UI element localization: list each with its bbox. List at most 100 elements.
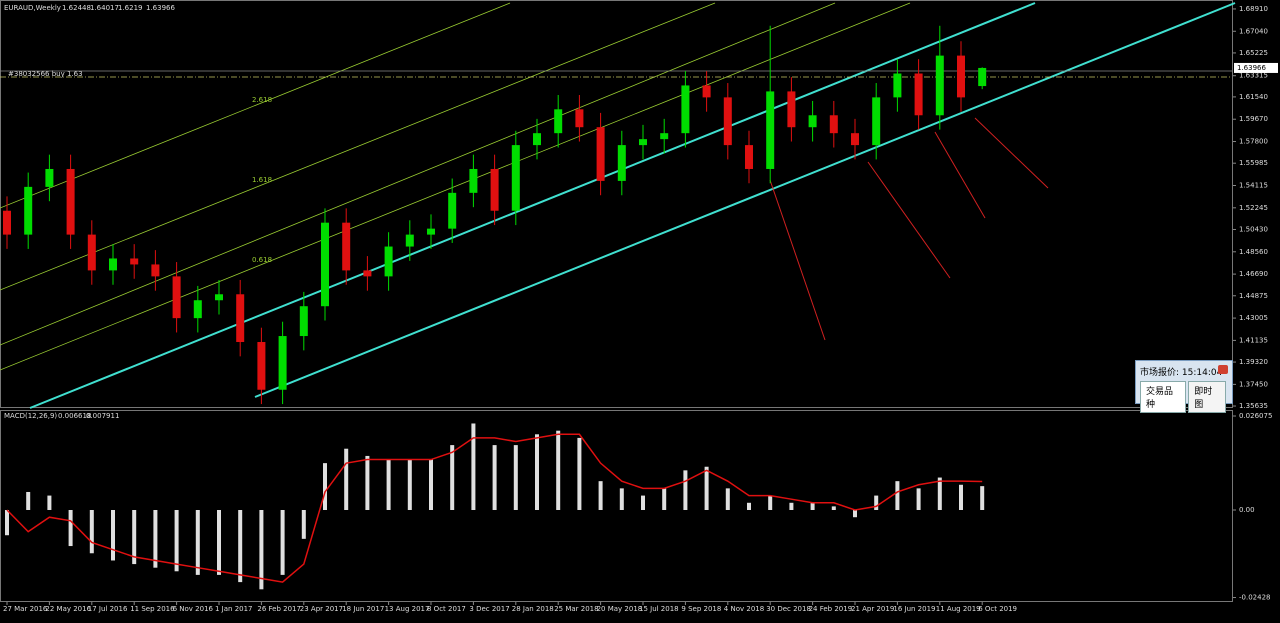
close-button[interactable]	[1218, 365, 1228, 374]
price-panel	[0, 0, 1233, 408]
chart-title: EURAUD,Weekly	[4, 4, 61, 12]
macd-bar	[492, 445, 497, 511]
y-tick-label: 1.44875	[1239, 292, 1268, 300]
candle-body	[193, 300, 202, 319]
macd-bar	[323, 463, 327, 511]
macd-bar	[111, 510, 115, 561]
macd-bar	[259, 510, 264, 590]
candle-body	[24, 186, 33, 235]
candle-body	[617, 145, 626, 181]
x-tick-label: 27 Mar 2016	[3, 605, 48, 613]
candle-body	[596, 127, 605, 181]
y-tick-label: 1.46690	[1239, 270, 1268, 278]
macd-bar	[47, 495, 52, 511]
candle-body	[45, 168, 54, 187]
candle-body	[215, 294, 223, 301]
quote-window: 市场报价: 15:14:04 交易品种 即时图	[1135, 360, 1233, 413]
candle-body	[299, 306, 308, 337]
candle-body	[363, 270, 372, 277]
y-tick-label: 1.50430	[1239, 225, 1268, 233]
macd-bar	[280, 510, 285, 575]
y-tick-label: 1.48560	[1239, 248, 1268, 256]
candle-body	[766, 91, 775, 169]
candle-body	[808, 115, 817, 128]
candle-body	[787, 91, 796, 128]
candle-body	[533, 133, 541, 146]
macd-bar	[598, 481, 603, 511]
candle-body	[405, 234, 414, 247]
y-tick-label: 1.37450	[1239, 380, 1268, 388]
y-tick-label: 1.52245	[1239, 204, 1268, 212]
macd-bar	[768, 495, 773, 511]
arrows	[769, 117, 1049, 341]
candle-body	[66, 168, 75, 235]
macd-bar	[959, 484, 963, 511]
macd-bar	[471, 423, 476, 511]
macd-bar	[810, 502, 815, 511]
macd-bar	[132, 510, 137, 565]
macd-panel	[0, 410, 1233, 602]
macd-bar	[344, 448, 349, 511]
fib-line	[0, 2, 716, 291]
y-tick-label: 1.67040	[1239, 27, 1268, 35]
macd-bar	[916, 488, 921, 511]
x-tick-label: 28 Jan 2018	[512, 605, 554, 613]
candle-body	[109, 258, 117, 271]
macd-bar	[747, 502, 751, 511]
candle-body	[469, 168, 478, 193]
macd-value: 0.006618	[58, 412, 91, 420]
macd-bar	[429, 459, 433, 511]
macd-bar	[386, 459, 391, 511]
y-tick-label: 1.35635	[1239, 402, 1268, 410]
macd-bar	[662, 488, 667, 511]
candle-body	[872, 97, 881, 146]
macd-bar	[450, 445, 455, 511]
quote-title: 市场报价: 15:14:04	[1140, 368, 1223, 378]
x-tick-label: 15 Jul 2018	[639, 605, 679, 613]
fib-line	[0, 2, 911, 371]
macd-bar	[937, 477, 942, 511]
macd-bar	[704, 466, 709, 511]
price-tag-label: 1.63966	[1237, 64, 1266, 72]
x-tick-label: 23 Apr 2017	[300, 605, 343, 613]
candle-body	[935, 55, 944, 116]
x-tick-label: 6 Nov 2016	[173, 605, 214, 613]
arrow	[867, 161, 951, 279]
macd-bar	[26, 491, 31, 511]
tab[interactable]: 交易品种	[1140, 381, 1187, 413]
macd-title: MACD(12,26,9)	[4, 412, 57, 420]
x-tick-label: 11 Aug 2019	[936, 605, 981, 613]
arrow	[934, 131, 986, 219]
candle-body	[130, 258, 139, 265]
macd-bar	[217, 510, 221, 575]
order-label: #38032566 buy 1.63	[8, 70, 83, 78]
candle-body	[3, 210, 11, 235]
tab[interactable]: 即时图	[1188, 381, 1226, 413]
candle-body	[723, 97, 732, 146]
macd-bar	[683, 470, 688, 511]
y-tick-label: 1.55985	[1239, 159, 1268, 167]
candle-body	[151, 264, 160, 277]
macd-bar	[831, 506, 836, 511]
macd-bar	[174, 510, 179, 572]
x-tick-label: 1 Jan 2017	[215, 605, 253, 613]
ohlc-low: 1.6219	[118, 4, 143, 12]
macd-bar	[301, 510, 306, 539]
candle-body	[914, 73, 923, 116]
candle-body	[342, 222, 351, 271]
y-tick-label: 1.54115	[1239, 182, 1268, 190]
candle-body	[978, 67, 987, 87]
x-tick-label: 6 Oct 2019	[978, 605, 1017, 613]
y-tick-label: 1.39320	[1239, 358, 1268, 366]
x-tick-label: 26 Feb 2017	[257, 605, 301, 613]
price-tag	[1234, 62, 1278, 73]
macd-bar	[535, 434, 539, 511]
macd-bar	[238, 510, 243, 583]
fib-line	[0, 2, 511, 209]
candle-body	[851, 133, 859, 146]
ohlc-open: 1.62448	[62, 4, 91, 12]
macd-bar	[5, 510, 9, 536]
macd-bar	[89, 510, 94, 554]
